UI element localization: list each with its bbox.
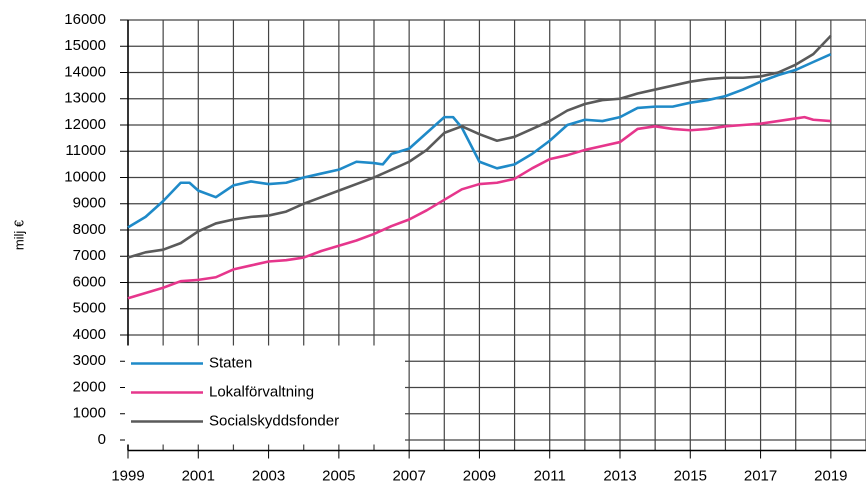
legend-label: Staten <box>209 354 252 371</box>
legend-label: Socialskyddsfonder <box>209 412 339 429</box>
y-tick-label: 4000 <box>73 326 106 343</box>
x-tick-label: 2001 <box>182 467 215 484</box>
x-tick-label: 2003 <box>252 467 285 484</box>
y-axis-label: milj € <box>11 219 26 250</box>
y-tick-label: 14000 <box>64 63 106 80</box>
series-line <box>127 34 832 259</box>
legend-label: Lokalförvaltning <box>209 383 314 400</box>
y-tick-label: 2000 <box>73 378 106 395</box>
x-tick-label: 2005 <box>322 467 355 484</box>
x-tick-label: 2019 <box>814 467 847 484</box>
legend-box <box>125 345 405 445</box>
x-tick-label: 2017 <box>744 467 777 484</box>
y-tick-label: 1000 <box>73 405 106 422</box>
y-tick-label: 0 <box>98 431 106 448</box>
y-tick-label: 3000 <box>73 352 106 369</box>
x-tick-label: 1999 <box>111 467 144 484</box>
x-tick-label: 2013 <box>603 467 636 484</box>
x-tick-label: 2015 <box>674 467 707 484</box>
y-tick-label: 9000 <box>73 195 106 212</box>
y-tick-label: 5000 <box>73 300 106 317</box>
y-tick-label: 10000 <box>64 168 106 185</box>
y-tick-label: 11000 <box>65 142 106 159</box>
y-tick-label: 7000 <box>73 247 106 264</box>
x-tick-label: 2007 <box>392 467 425 484</box>
series-line <box>127 52 832 229</box>
y-tick-label: 15000 <box>64 37 106 54</box>
y-tick-label: 16000 <box>64 11 106 28</box>
x-tick-label: 2009 <box>463 467 496 484</box>
legend: Staten Lokalförvaltning Socialskyddsfonder <box>125 345 405 445</box>
y-tick-label: 6000 <box>73 273 106 290</box>
x-tick-label: 2011 <box>534 467 566 484</box>
y-tick-label: 13000 <box>64 90 106 107</box>
series-line <box>127 115 831 300</box>
y-tick-label: 12000 <box>64 116 106 133</box>
y-tick-label: 8000 <box>73 221 106 238</box>
